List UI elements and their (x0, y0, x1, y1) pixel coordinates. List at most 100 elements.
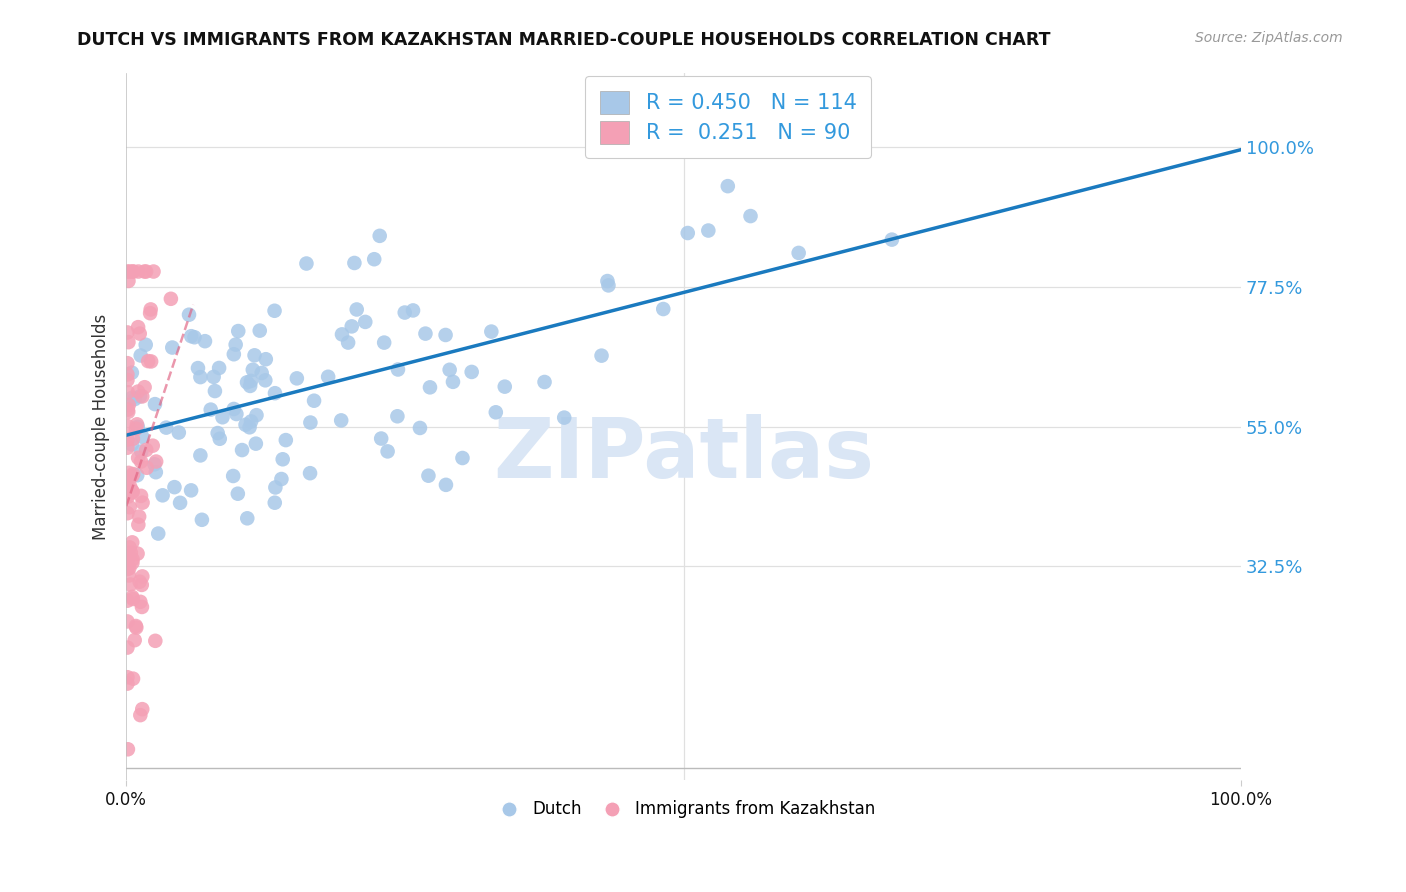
Point (204, 384, 226, 398)
Point (125, 619, 148, 633)
Point (129, 454, 152, 468)
Point (194, 334, 217, 348)
Point (131, 389, 153, 403)
Point (127, 384, 149, 399)
Point (127, 517, 149, 532)
Point (231, 443, 253, 458)
Point (148, 526, 170, 541)
Point (118, 500, 141, 515)
Point (239, 379, 262, 393)
Point (343, 256, 366, 270)
Point (337, 335, 360, 350)
Point (117, 274, 139, 288)
Y-axis label: Married-couple Households: Married-couple Households (93, 313, 110, 540)
Point (134, 264, 156, 278)
Point (330, 327, 353, 342)
Point (117, 482, 139, 496)
Point (240, 374, 263, 388)
Point (460, 365, 482, 379)
Point (122, 467, 145, 481)
Point (236, 376, 259, 390)
Point (441, 375, 464, 389)
Point (117, 640, 139, 655)
Point (135, 460, 157, 475)
Point (131, 444, 153, 458)
Point (127, 320, 149, 334)
Point (190, 370, 212, 384)
Point (479, 325, 502, 339)
Point (127, 450, 149, 465)
Point (145, 465, 167, 479)
Point (122, 591, 145, 606)
Point (122, 432, 145, 446)
Point (245, 408, 267, 422)
Point (222, 347, 245, 361)
Point (169, 496, 191, 510)
Point (122, 264, 145, 278)
Point (135, 264, 157, 278)
Point (117, 553, 139, 567)
Point (121, 556, 143, 570)
Point (121, 483, 143, 498)
Point (124, 392, 146, 406)
Point (117, 593, 139, 607)
Point (143, 633, 166, 648)
Point (120, 485, 142, 500)
Point (346, 302, 368, 317)
Point (717, 179, 740, 194)
Point (127, 420, 149, 434)
Point (434, 478, 457, 492)
Point (117, 742, 139, 756)
Point (415, 326, 437, 341)
Point (134, 380, 156, 394)
Point (211, 410, 233, 425)
Point (387, 409, 409, 424)
Legend: Dutch, Immigrants from Kazakhstan: Dutch, Immigrants from Kazakhstan (485, 794, 882, 825)
Point (295, 256, 318, 270)
Point (131, 569, 153, 583)
Point (117, 356, 139, 370)
Point (118, 561, 141, 575)
Point (264, 386, 287, 401)
Point (136, 354, 159, 368)
Point (302, 393, 325, 408)
Point (200, 402, 222, 417)
Point (880, 233, 903, 247)
Point (125, 422, 148, 436)
Point (129, 708, 152, 723)
Point (177, 308, 200, 322)
Point (127, 264, 149, 278)
Point (128, 574, 150, 589)
Point (121, 469, 143, 483)
Point (139, 306, 162, 320)
Point (118, 486, 141, 500)
Point (145, 454, 167, 468)
Point (254, 352, 277, 367)
Point (121, 590, 143, 604)
Point (117, 433, 139, 447)
Point (263, 496, 285, 510)
Point (191, 513, 214, 527)
Point (434, 328, 457, 343)
Point (128, 326, 150, 341)
Point (117, 373, 139, 387)
Point (121, 535, 143, 549)
Point (370, 432, 392, 446)
Point (207, 425, 229, 440)
Point (652, 301, 675, 316)
Point (131, 496, 153, 510)
Point (129, 489, 152, 503)
Point (787, 246, 810, 260)
Point (226, 486, 249, 500)
Point (117, 385, 139, 400)
Point (243, 348, 266, 362)
Point (122, 672, 145, 686)
Point (117, 506, 139, 520)
Point (124, 633, 146, 648)
Point (373, 335, 395, 350)
Point (118, 264, 141, 278)
Point (117, 264, 139, 278)
Point (245, 436, 267, 450)
Point (135, 337, 157, 351)
Point (225, 337, 247, 351)
